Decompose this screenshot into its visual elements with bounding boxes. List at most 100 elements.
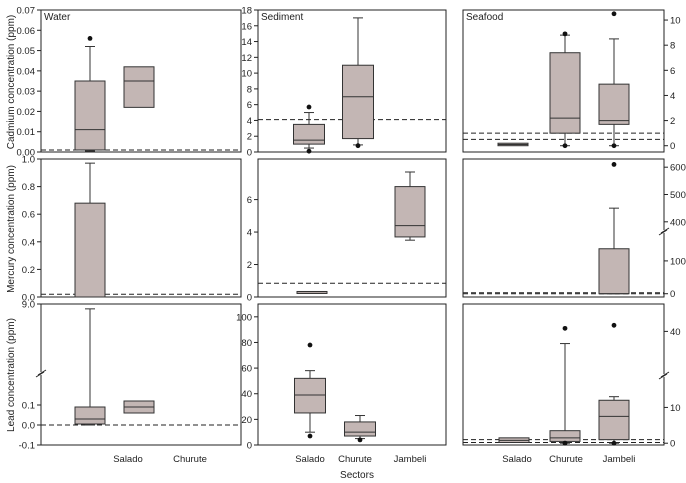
y-axis-title-cadmium: Cadmium concentration (ppm) [6,15,17,150]
panel-5: 0 2 4 6 [247,158,447,304]
outlier-point [611,143,617,149]
x-tick-label-seafood-jambeli: Jambeli [603,454,636,465]
y-tick-label: 600 [670,163,686,174]
y-tick-label: 0.06 [17,26,36,37]
box-iqr [74,80,106,151]
panel-frame [462,9,665,153]
axis-break-mark [37,369,47,376]
outlier-point [307,433,313,439]
y-tick-label: 0.1 [22,401,35,412]
box-iqr [598,248,630,295]
box-salado [74,36,106,152]
y-tick-label: 0.00 [17,148,36,159]
x-tick-label-sediment-salado: Salado [295,454,325,465]
panel-frame [462,158,665,298]
x-tick-label-sediment-churute: Churute [338,454,372,465]
panel-6: 0 100 400 500 600 [462,158,686,300]
outlier-point [306,104,312,110]
outlier-point [611,322,617,328]
y-tick-label: 0.4 [22,237,35,248]
y-tick-label: 16 [241,21,252,32]
box-churute [549,31,581,149]
y-tick-label: 1.0 [22,155,35,166]
axis-break-mark [35,371,45,378]
y-tick-label: 6 [670,66,675,77]
y-tick-label: 0.01 [17,127,36,138]
y-tick-label: 40 [241,389,252,400]
panel-title-seafood: Seafood [466,12,503,23]
axis-break-mark [660,227,670,234]
box-iqr [549,430,581,442]
box-salado [74,162,106,298]
outlier-point [562,31,568,37]
y-tick-label: 0.0 [22,421,35,432]
outlier-point [611,11,617,17]
box-salado [293,104,325,154]
y-tick-label: 8 [670,41,675,52]
box-iqr [74,202,106,298]
y-tick-label: 4 [247,116,252,127]
y-tick-label: 20 [241,415,252,426]
box-iqr [549,52,581,134]
box-churute [123,66,155,108]
outlier-point [355,143,361,149]
panel-frame [257,303,447,446]
box-jambeli [394,171,426,241]
panel-frame [40,303,242,446]
y-axis-title-lead: Lead concentration (ppm) [6,318,17,432]
x-axis-title: Sectors [340,470,374,481]
y-tick-label: 0.8 [22,182,35,193]
outlier-point [87,36,93,41]
box-salado [497,142,529,147]
y-tick-label: 10 [670,403,681,414]
box-iqr [598,399,630,441]
box-jambeli [598,162,630,295]
axis-break-mark [658,373,668,380]
box-iqr [344,421,376,437]
y-tick-label: 0.2 [22,265,35,276]
box-iqr [123,66,155,108]
y-axis-title-mercury: Mercury concentration (ppm) [6,165,17,293]
box-churute [344,415,376,443]
y-tick-label: 0 [670,141,675,152]
axis-break-mark [658,229,668,236]
y-tick-label: 18 [241,6,252,17]
x-tick-label-seafood-salado: Salado [502,454,532,465]
y-tick-label: 80 [241,338,252,349]
outlier-point [562,143,568,149]
axis-break-mark [660,371,670,378]
y-tick-label: 0.6 [22,210,35,221]
box-jambeli [598,11,630,149]
box-salado [498,437,530,443]
box-salado [294,342,326,439]
y-tick-label: 4 [247,228,252,239]
panel-frame [257,158,447,298]
y-tick-label: 100 [236,312,252,323]
panel-9: 0 10 40 [462,303,681,450]
y-tick-label: 0.03 [17,87,36,98]
y-tick-label: 400 [670,217,686,228]
panel-frame [40,9,242,153]
box-iqr [598,83,630,125]
y-tick-label: 14 [241,37,252,48]
panel-frame [40,158,242,298]
outlier-point [357,437,363,443]
box-iqr [293,123,325,145]
y-tick-label: 6 [247,100,252,111]
y-tick-label: 9.0 [22,300,35,311]
x-tick-label-water-churute: Churute [173,454,207,465]
panel-2: Sediment 0 2 4 6 8 10 12 14 16 18 [241,6,447,159]
panel-1: Water 0.00 0.01 0.02 0.03 0.04 0.05 0.06 0.07 [17,6,242,159]
y-tick-label: 0 [247,293,252,304]
y-tick-label: 0.0 [22,293,35,304]
x-tick-label-seafood-churute: Churute [549,454,583,465]
y-tick-label: 0 [670,439,675,450]
panel-7: -0.1 0.0 0.1 9.0 [19,300,242,452]
y-tick-label: 6 [247,195,252,206]
panel-4: 0.0 0.2 0.4 0.6 0.8 1.0 [22,155,242,304]
outlier-point [562,440,568,446]
y-tick-label: 2 [670,116,675,127]
y-tick-label: 0 [670,289,675,300]
y-tick-label: 0 [247,441,252,452]
